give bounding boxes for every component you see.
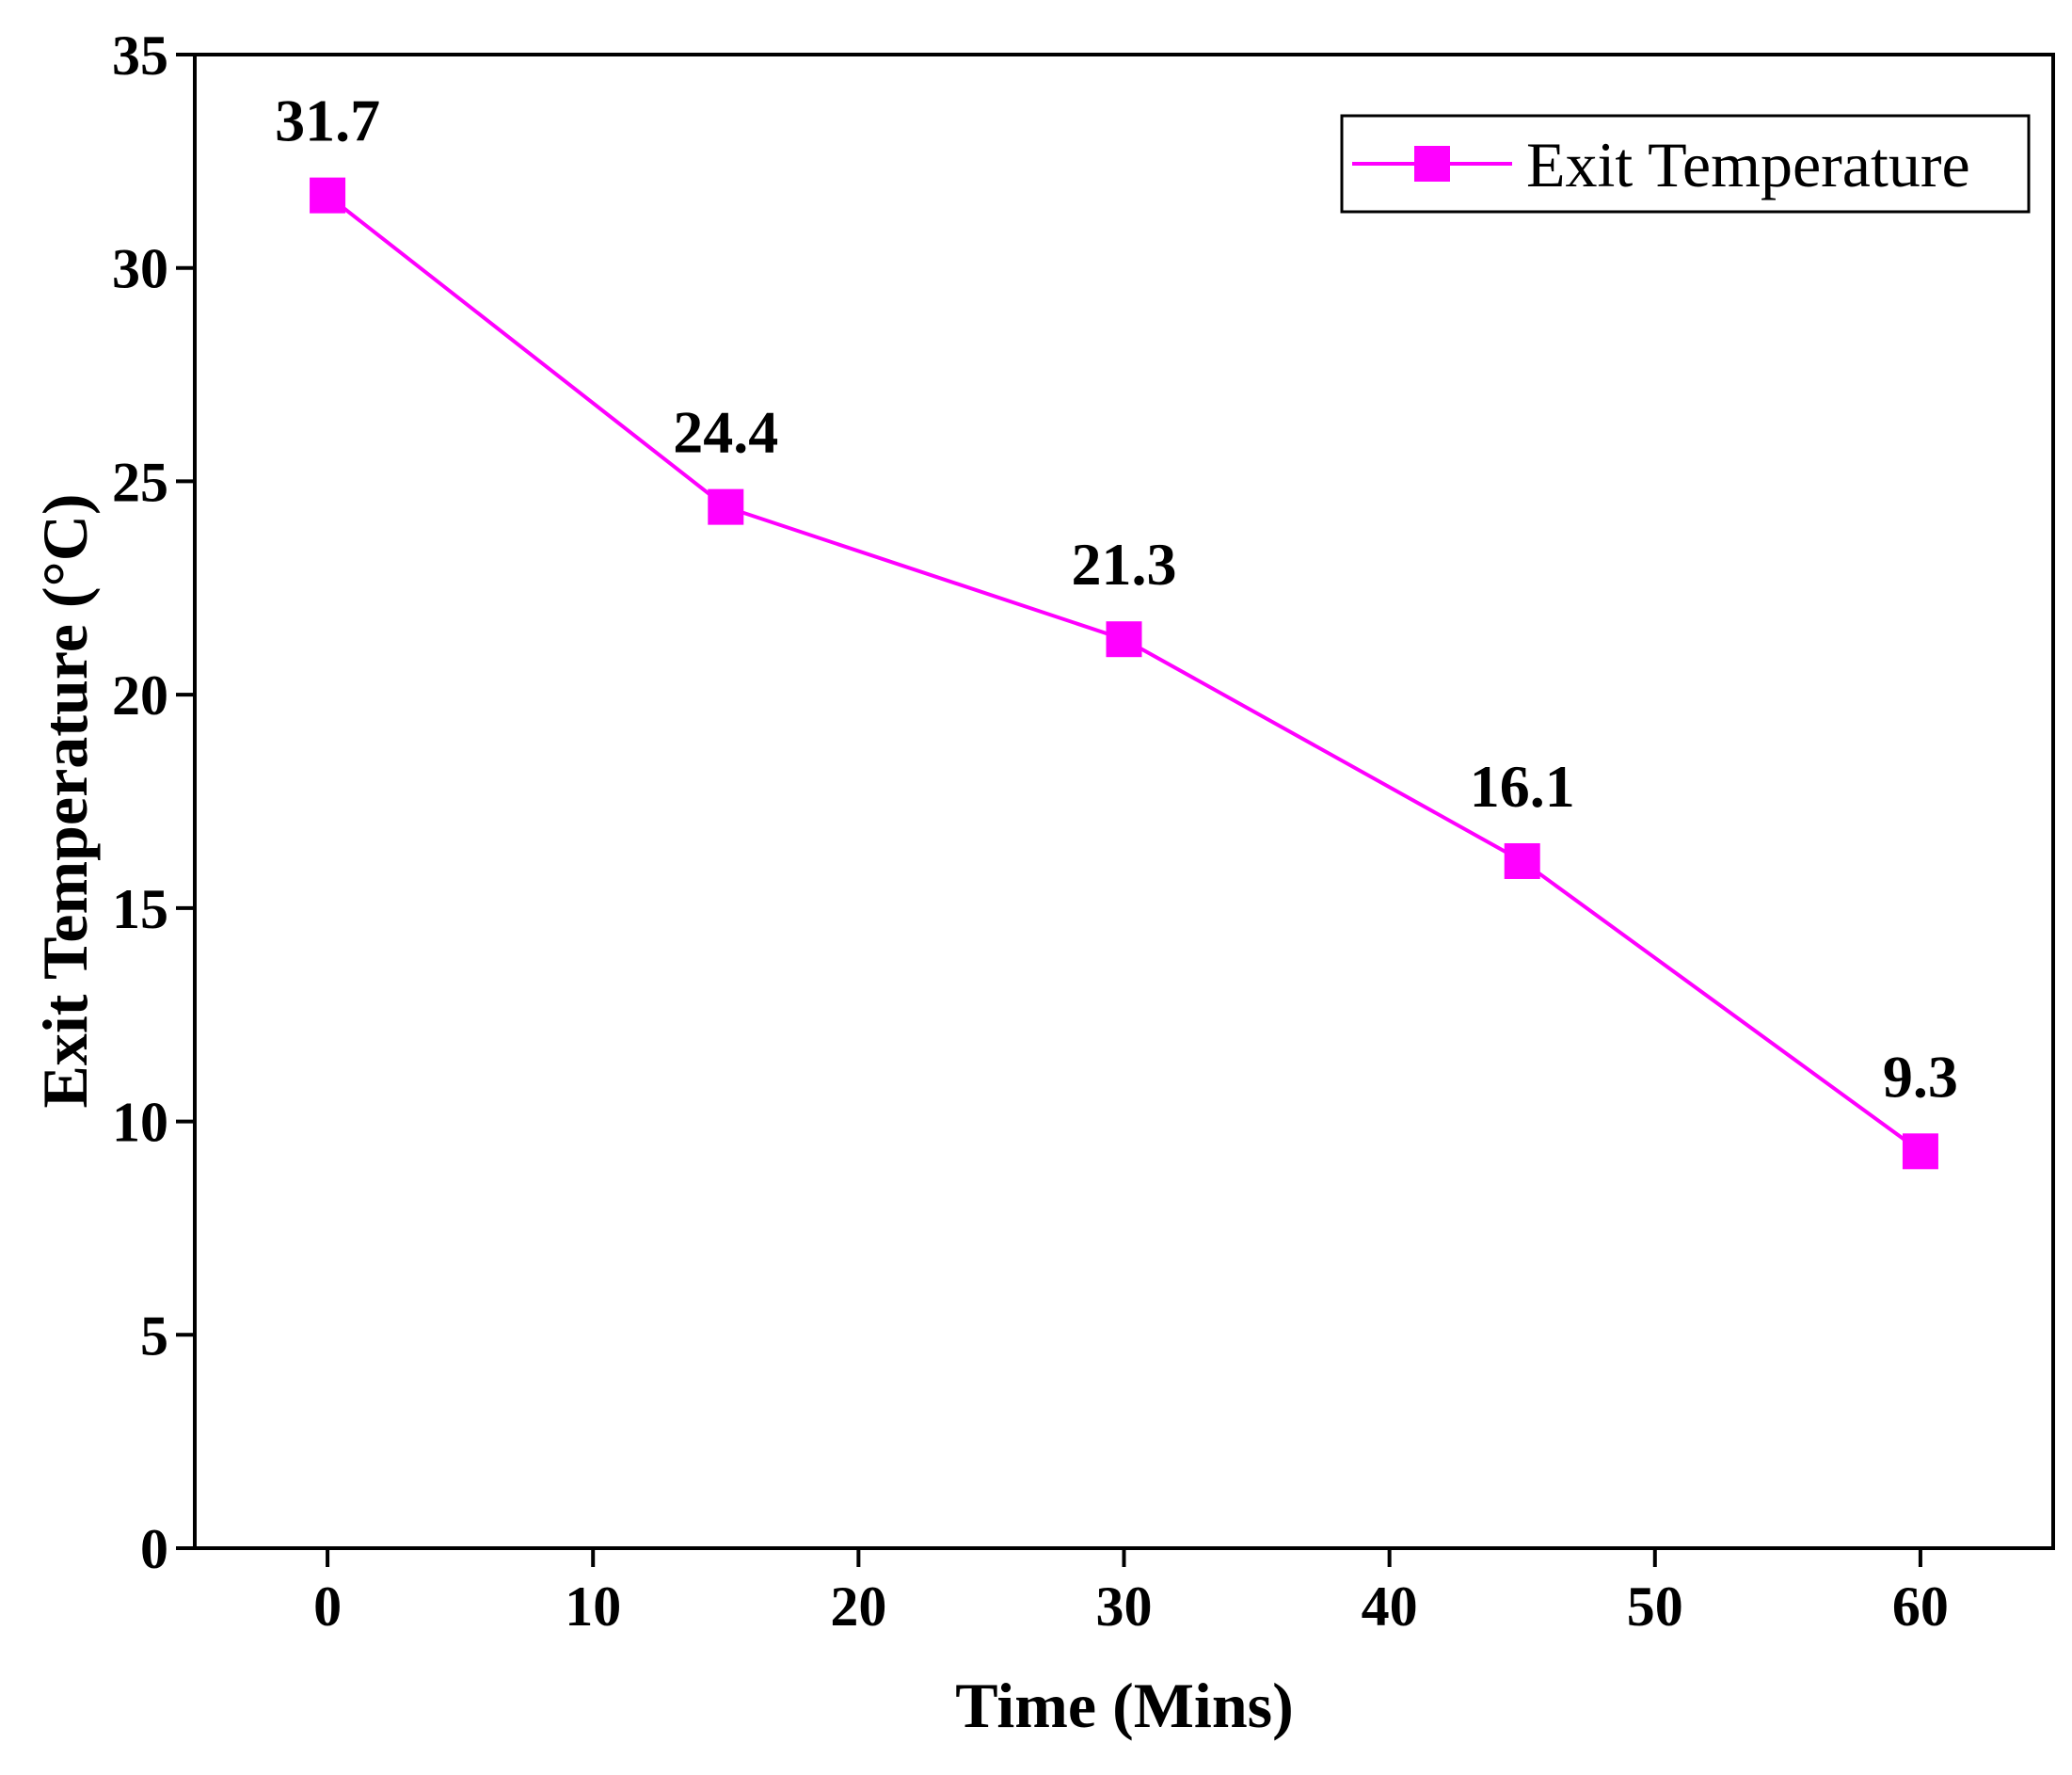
legend-marker-icon — [1414, 146, 1450, 182]
x-tick-label: 50 — [1627, 1575, 1683, 1638]
x-tick-label: 40 — [1362, 1575, 1418, 1638]
plot-frame — [193, 53, 2055, 1550]
data-point — [708, 488, 744, 525]
data-label: 31.7 — [275, 88, 380, 154]
legend: Exit Temperature — [1340, 114, 2031, 214]
x-axis: 0 10 20 30 40 50 60 — [313, 1548, 1949, 1638]
y-tick-label: 20 — [112, 664, 168, 727]
y-axis-title: Exit Temperature (°C) — [29, 494, 101, 1109]
series-line — [326, 194, 1922, 1153]
data-point — [310, 177, 346, 214]
y-axis: 0 5 10 15 20 25 30 35 — [112, 24, 195, 1580]
x-tick-label: 60 — [1892, 1575, 1949, 1638]
data-label: 9.3 — [1883, 1043, 1958, 1110]
y-tick-label: 35 — [112, 24, 168, 87]
y-tick-label: 30 — [112, 238, 168, 300]
x-tick-label: 30 — [1096, 1575, 1153, 1638]
series-layer: 31.7 24.4 21.3 16.1 9.3 — [275, 88, 1958, 1170]
y-tick-label: 10 — [112, 1092, 168, 1154]
x-tick-label: 20 — [830, 1575, 886, 1638]
legend-label: Exit Temperature — [1526, 129, 1970, 200]
data-label: 21.3 — [1072, 531, 1177, 598]
x-tick-label: 0 — [313, 1575, 342, 1638]
y-tick-label: 0 — [140, 1518, 168, 1580]
x-tick-label: 10 — [565, 1575, 621, 1638]
y-tick-label: 5 — [140, 1304, 168, 1367]
data-point — [1106, 621, 1142, 658]
x-axis-title: Time (Mins) — [955, 1670, 1294, 1741]
data-label: 24.4 — [673, 399, 778, 466]
data-label: 16.1 — [1470, 753, 1575, 820]
data-point — [1902, 1133, 1938, 1170]
y-tick-label: 25 — [112, 451, 168, 513]
data-point — [1504, 842, 1540, 879]
y-tick-label: 15 — [112, 878, 168, 940]
